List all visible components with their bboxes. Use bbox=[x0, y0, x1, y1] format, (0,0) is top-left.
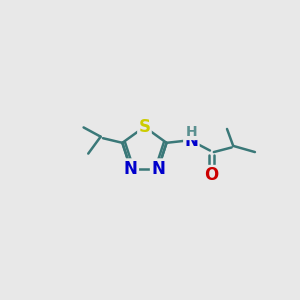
Text: N: N bbox=[124, 160, 138, 178]
Text: H: H bbox=[185, 125, 197, 139]
Text: O: O bbox=[204, 166, 219, 184]
Text: N: N bbox=[184, 132, 198, 150]
Text: S: S bbox=[138, 118, 150, 136]
Text: N: N bbox=[151, 160, 165, 178]
